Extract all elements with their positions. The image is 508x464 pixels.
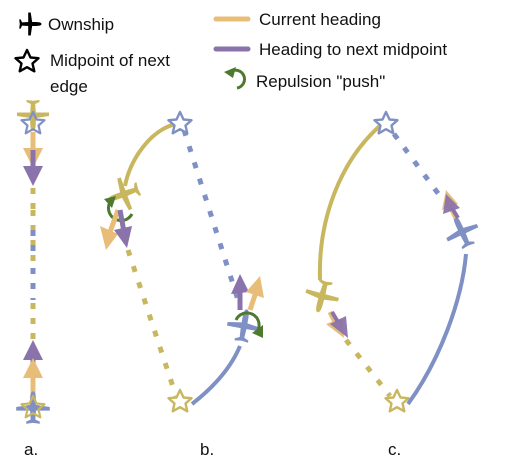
heading-next-arrow-c-blue xyxy=(443,194,460,220)
plane-icon xyxy=(19,12,42,36)
heading-next-arrow-b-blue xyxy=(231,274,249,310)
star-icon xyxy=(167,110,193,135)
star-icon xyxy=(20,394,46,419)
blue-plane-c xyxy=(439,209,484,254)
legend-repulsion-label: Repulsion "push" xyxy=(256,72,385,91)
legend-heading-next-label: Heading to next midpoint xyxy=(259,40,447,59)
current-heading-arrow-a-bottom xyxy=(23,358,43,395)
current-heading-arrow-b-yellow xyxy=(100,209,121,250)
panel-a-label: a. xyxy=(24,440,38,459)
heading-next-arrow-a-top xyxy=(23,150,43,186)
star-icon xyxy=(167,388,193,413)
star-icon xyxy=(20,110,46,135)
current-heading-arrow-b-blue xyxy=(246,276,264,311)
panel-b: b. xyxy=(100,110,264,459)
repulsion-arrow-icon xyxy=(234,311,263,338)
star-icon xyxy=(373,110,399,135)
legend-midpoint-label-1: Midpoint of next xyxy=(50,51,170,70)
star-icon xyxy=(14,48,40,73)
legend-midpoint-label-2: edge xyxy=(50,77,88,96)
heading-next-arrow-c-yellow xyxy=(330,310,348,338)
star-icon xyxy=(384,388,410,413)
panel-c-label: c. xyxy=(388,440,401,459)
legend-current-heading-label: Current heading xyxy=(259,10,381,29)
repulsion-arrow-icon xyxy=(224,67,246,90)
panel-b-label: b. xyxy=(200,440,214,459)
legend-ownship-label: Ownship xyxy=(48,15,114,34)
panel-c: c. xyxy=(301,110,484,459)
heading-next-arrow-b-yellow xyxy=(114,209,132,248)
yellow-plane-c xyxy=(301,276,343,317)
panel-a: a. xyxy=(16,100,50,459)
legend: Ownship Midpoint of next edge Current he… xyxy=(14,10,447,96)
yellow-plane-a xyxy=(17,100,49,131)
